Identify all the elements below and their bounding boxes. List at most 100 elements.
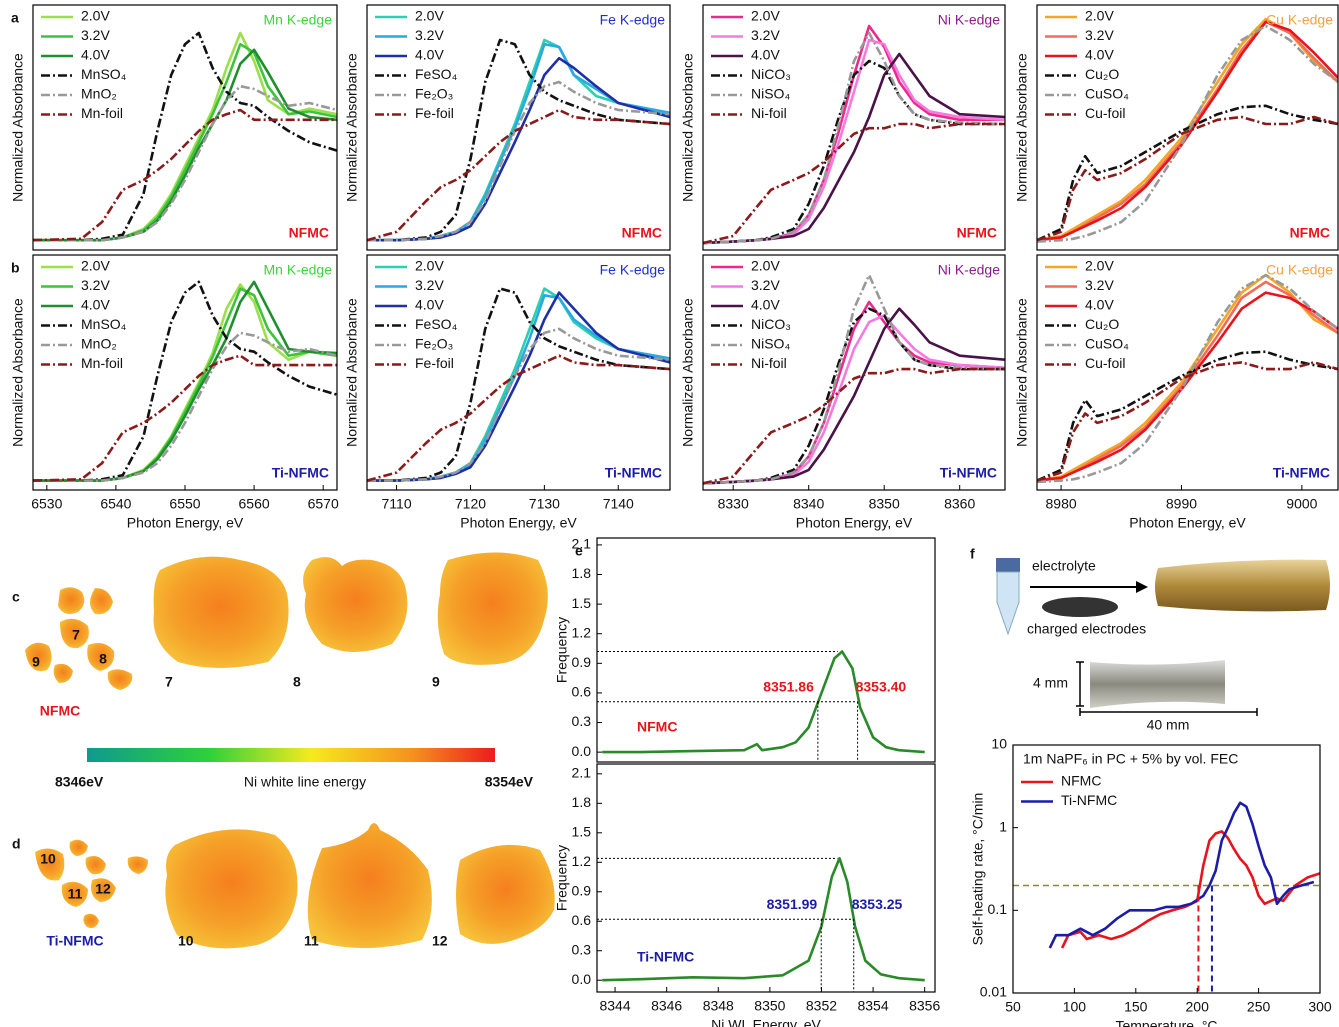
- y-tick-label: 1: [999, 818, 1007, 834]
- chart: Normalized Absorbance Photon Energy, eV 83…: [680, 254, 1006, 531]
- series-line: [367, 287, 670, 482]
- series-line: [33, 331, 337, 482]
- chart: Self-heating rate, °C/min Temperature, °C…: [970, 736, 1332, 1027]
- y-tick-label: 0.9: [572, 882, 592, 898]
- particle-overview: [25, 587, 133, 690]
- y-axis-label: Normalized Absorbance: [680, 53, 696, 202]
- particle-id: 10: [178, 933, 194, 949]
- dimension-label: 40 mm: [1147, 717, 1190, 733]
- legend-label: Mn-foil: [81, 105, 123, 121]
- legend-label: 2.0V: [751, 8, 780, 24]
- series-line: [33, 354, 337, 482]
- y-tick-label: 1.5: [572, 823, 592, 839]
- x-tick-label: 8980: [1046, 496, 1077, 512]
- legend-label: 3.2V: [415, 277, 444, 293]
- series-line: [33, 31, 337, 242]
- legend-label: NiSO₄: [751, 86, 790, 102]
- tube-cap: [996, 558, 1020, 572]
- y-tick-label: 1.8: [572, 794, 592, 810]
- sample-label: Ti-NFMC: [637, 949, 694, 965]
- series-line: [33, 42, 337, 242]
- legend-label: 4.0V: [81, 297, 110, 313]
- panel-letter: c: [12, 589, 20, 605]
- series-line: [367, 327, 670, 482]
- series-line: [367, 80, 670, 242]
- arrow-label: electrolyte: [1032, 558, 1096, 574]
- series-line: [1037, 273, 1338, 484]
- legend-label: MnSO₄: [81, 66, 127, 82]
- y-tick-label: 0.9: [572, 654, 592, 670]
- pouch-cell: [1155, 559, 1330, 612]
- colorbar-title: Ni white line energy: [244, 774, 366, 790]
- legend-label: 4.0V: [81, 47, 110, 63]
- series-line: [367, 287, 670, 482]
- legend-label: Ti-NFMC: [1061, 792, 1117, 808]
- series-line: [1037, 350, 1338, 482]
- particle-id: 10: [40, 851, 56, 867]
- x-axis-label: Photon Energy, eV: [796, 515, 913, 531]
- sample-label: Ti-NFMC: [272, 465, 329, 481]
- series-line: [602, 650, 925, 754]
- x-tick-label: 300: [1308, 999, 1332, 1015]
- plot-frame: [702, 4, 1006, 251]
- x-tick-label: 8990: [1166, 496, 1197, 512]
- legend-label: 3.2V: [751, 277, 780, 293]
- chart: Frequency Ni WL Energy, eV 8344 8346 8348 835…: [554, 763, 940, 1027]
- y-axis-label: Self-heating rate, °C/min: [970, 793, 986, 946]
- panel-letter: f: [970, 546, 975, 562]
- tube: [996, 571, 1020, 636]
- legend-label: CuSO₄: [1085, 336, 1129, 352]
- chart: Normalized Absorbance Photon Energy, eV 71…: [344, 254, 671, 531]
- y-axis-label: Normalized Absorbance: [680, 298, 696, 447]
- bracket: [1076, 661, 1084, 707]
- series-line: [703, 38, 1005, 245]
- y-tick-label: 10: [991, 736, 1007, 752]
- legend-label: 4.0V: [415, 297, 444, 313]
- series-line: [703, 273, 1005, 485]
- sample-label: NFMC: [40, 703, 80, 719]
- series-line: [33, 280, 337, 482]
- series-line: [703, 122, 1005, 245]
- y-tick-label: 1.2: [572, 624, 592, 640]
- plot-frame: [1012, 744, 1321, 994]
- particle-id: 12: [432, 933, 448, 949]
- chart: e Frequency 0.0 0.3 0.6 0.9 1.2 1.5 1.8 2.1 NFMC 83…: [554, 536, 936, 763]
- arrow-head: [1136, 581, 1148, 593]
- legend-label: 3.2V: [1085, 27, 1114, 43]
- legend-label: FeSO₄: [415, 316, 458, 332]
- plot-area: [33, 31, 337, 242]
- fwhm-label: 8351.86: [763, 679, 814, 695]
- plot-area: [1037, 273, 1338, 484]
- sample-label: NFMC: [1290, 225, 1330, 241]
- legend-label: MnSO₄: [81, 316, 127, 332]
- chart-title: Cu K-edge: [1266, 262, 1333, 278]
- fwhm-label: 8351.99: [767, 896, 818, 912]
- plot-area: [33, 280, 337, 482]
- sample-label: NFMC: [637, 719, 677, 735]
- x-tick-label: 200: [1186, 999, 1210, 1015]
- map-panel-c: c 7 9 8 NFMC 7 8 9: [12, 552, 548, 719]
- particle-id: 11: [68, 886, 83, 902]
- plot-frame: [702, 254, 1006, 491]
- plot-frame: [596, 763, 936, 993]
- y-tick-label: 1.8: [572, 565, 592, 581]
- x-tick-label: 6540: [100, 496, 131, 512]
- chart-title: Fe K-edge: [600, 12, 666, 28]
- legend-label: Ni-foil: [751, 105, 787, 121]
- chart: b Normalized Absorbance Photon Energy, eV 6…: [10, 254, 339, 531]
- plot-area: [703, 273, 1005, 485]
- legend-label: CuSO₄: [1085, 86, 1129, 102]
- particle-overview: [35, 839, 148, 929]
- chart-title: Mn K-edge: [264, 262, 333, 278]
- y-axis-label: Frequency: [554, 845, 570, 911]
- series-line: [33, 280, 337, 482]
- plot-area: [703, 24, 1005, 245]
- x-tick-label: 100: [1063, 999, 1087, 1015]
- y-axis-label: Normalized Absorbance: [344, 298, 360, 447]
- legend-label: MnO₂: [81, 86, 117, 102]
- colorbar-max: 8354eV: [485, 774, 534, 790]
- pouch-cell: [1090, 660, 1225, 708]
- sample-label: Ti-NFMC: [46, 933, 103, 949]
- electrode: [1042, 597, 1118, 617]
- legend-label: 4.0V: [751, 297, 780, 313]
